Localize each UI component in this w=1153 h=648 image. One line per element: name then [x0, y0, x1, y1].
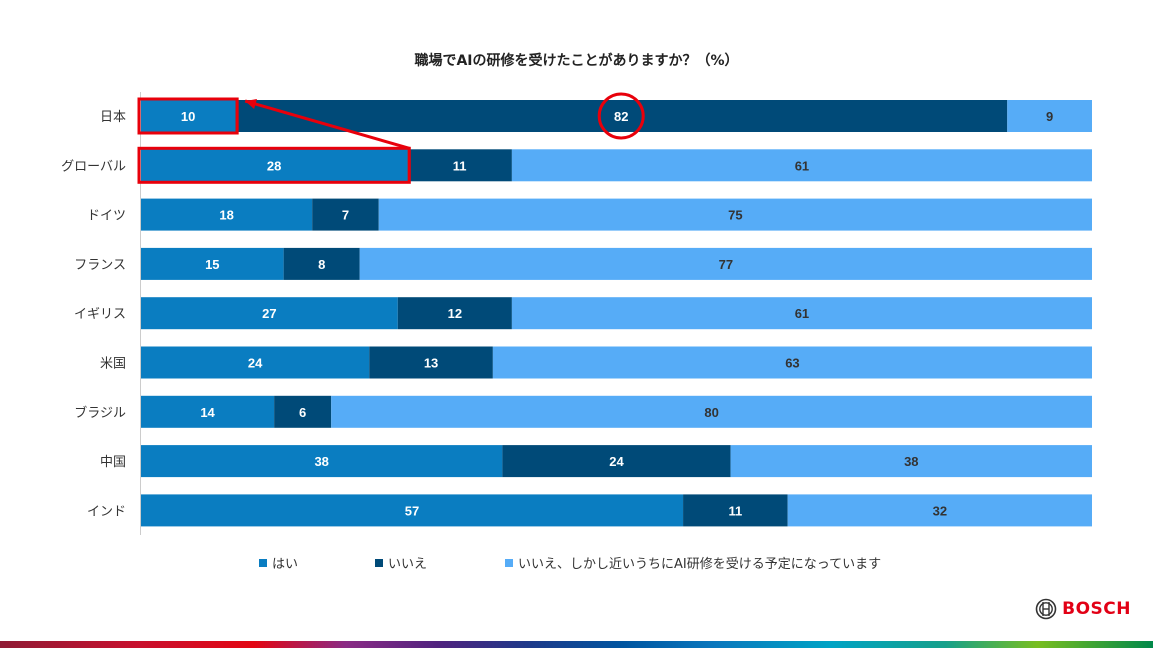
- bar-segment-planned: [378, 198, 1092, 231]
- bar-segment-planned: [492, 346, 1092, 379]
- legend-label-yes: はい: [272, 557, 299, 572]
- bosch-armature-icon: [1035, 598, 1057, 620]
- category-label: インド: [87, 504, 126, 519]
- bar-segment-planned: [331, 395, 1092, 428]
- bar-segment-yes: [141, 445, 503, 478]
- data-label-planned: 61: [795, 306, 809, 321]
- bar-segment-no: [235, 100, 1008, 132]
- category-label: フランス: [74, 258, 126, 273]
- bar-segment-planned: [511, 297, 1092, 330]
- data-label-no: 12: [448, 306, 462, 321]
- data-label-planned: 61: [795, 158, 809, 173]
- legend-label-planned: いいえ、しかし近いうちにAI研修を受ける予定になっています: [518, 557, 882, 572]
- data-label-planned: 32: [933, 503, 947, 518]
- bar-segment-no: [683, 494, 788, 527]
- bar-segment-yes: [141, 297, 398, 330]
- bar-segment-yes: [141, 395, 275, 428]
- legend-item-planned: いいえ、しかし近いうちにAI研修を受ける予定になっています: [505, 553, 881, 572]
- bar-segment-no: [407, 149, 512, 182]
- bar-segment-planned: [359, 247, 1093, 280]
- bar-segment-yes: [141, 149, 408, 182]
- data-label-planned: 63: [785, 356, 799, 371]
- bar-segment-no: [312, 198, 379, 231]
- brand-color-stripe: [0, 641, 1153, 648]
- bar-segment-no: [502, 445, 731, 478]
- data-label-no: 11: [729, 503, 743, 518]
- bar-segment-yes: [141, 247, 284, 280]
- data-label-yes: 28: [267, 158, 281, 173]
- category-label: 日本: [100, 110, 126, 125]
- data-label-yes: 18: [219, 208, 233, 223]
- category-label: グローバル: [61, 159, 126, 174]
- data-label-no: 8: [318, 257, 325, 272]
- highlight-arrow-head: [245, 98, 257, 110]
- bar-segment-planned: [511, 149, 1092, 182]
- data-label-no: 13: [424, 356, 438, 371]
- data-label-yes: 15: [205, 257, 219, 272]
- highlight-box: [137, 146, 411, 184]
- data-label-no: 6: [299, 405, 306, 420]
- category-label: イギリス: [74, 307, 126, 322]
- bar-segment-no: [283, 247, 360, 280]
- data-label-planned: 38: [904, 454, 918, 469]
- category-label: ドイツ: [87, 209, 126, 224]
- bar-segment-no: [397, 297, 512, 330]
- category-label: ブラジル: [74, 405, 126, 421]
- bar-segment-yes: [141, 100, 236, 132]
- data-label-planned: 77: [719, 257, 733, 272]
- chart-title: 職場でAIの研修を受けたことがありますか？（%）: [414, 53, 739, 69]
- data-label-yes: 14: [200, 405, 215, 420]
- highlight-box: [137, 97, 239, 135]
- legend-swatch-planned: [505, 558, 513, 567]
- bar-segment-planned: [1007, 100, 1092, 132]
- data-label-no: 7: [342, 208, 349, 223]
- bar-segment-yes: [141, 346, 370, 379]
- category-label: 中国: [100, 455, 126, 470]
- highlight-circle: [597, 92, 645, 140]
- data-label-no: 24: [609, 454, 624, 469]
- data-label-planned: 80: [704, 405, 718, 420]
- bar-segment-no: [369, 346, 493, 379]
- highlight-arrow-line: [244, 99, 410, 150]
- data-label-yes: 10: [181, 109, 195, 124]
- logo-text: BOSCH: [1062, 599, 1131, 619]
- category-label: 米国: [100, 357, 126, 372]
- bar-segment-yes: [141, 494, 684, 527]
- legend-swatch-yes: [259, 558, 267, 567]
- data-label-yes: 24: [248, 356, 263, 371]
- data-label-no: 11: [453, 158, 467, 173]
- data-label-yes: 27: [262, 306, 276, 321]
- data-label-planned: 75: [728, 208, 742, 223]
- data-label-yes: 38: [314, 454, 328, 469]
- bar-segment-planned: [787, 494, 1092, 527]
- bar-segment-no: [274, 395, 332, 428]
- data-label-no: 82: [614, 109, 628, 124]
- bosch-logo: BOSCH: [1035, 598, 1131, 620]
- legend-swatch-no: [375, 558, 383, 567]
- legend-item-no: いいえ: [375, 553, 427, 572]
- legend-item-yes: はい: [259, 553, 298, 572]
- bar-segment-planned: [730, 445, 1092, 478]
- data-label-yes: 57: [405, 503, 419, 518]
- legend-label-no: いいえ: [388, 557, 428, 572]
- data-label-planned: 9: [1046, 109, 1053, 124]
- bar-segment-yes: [141, 198, 313, 231]
